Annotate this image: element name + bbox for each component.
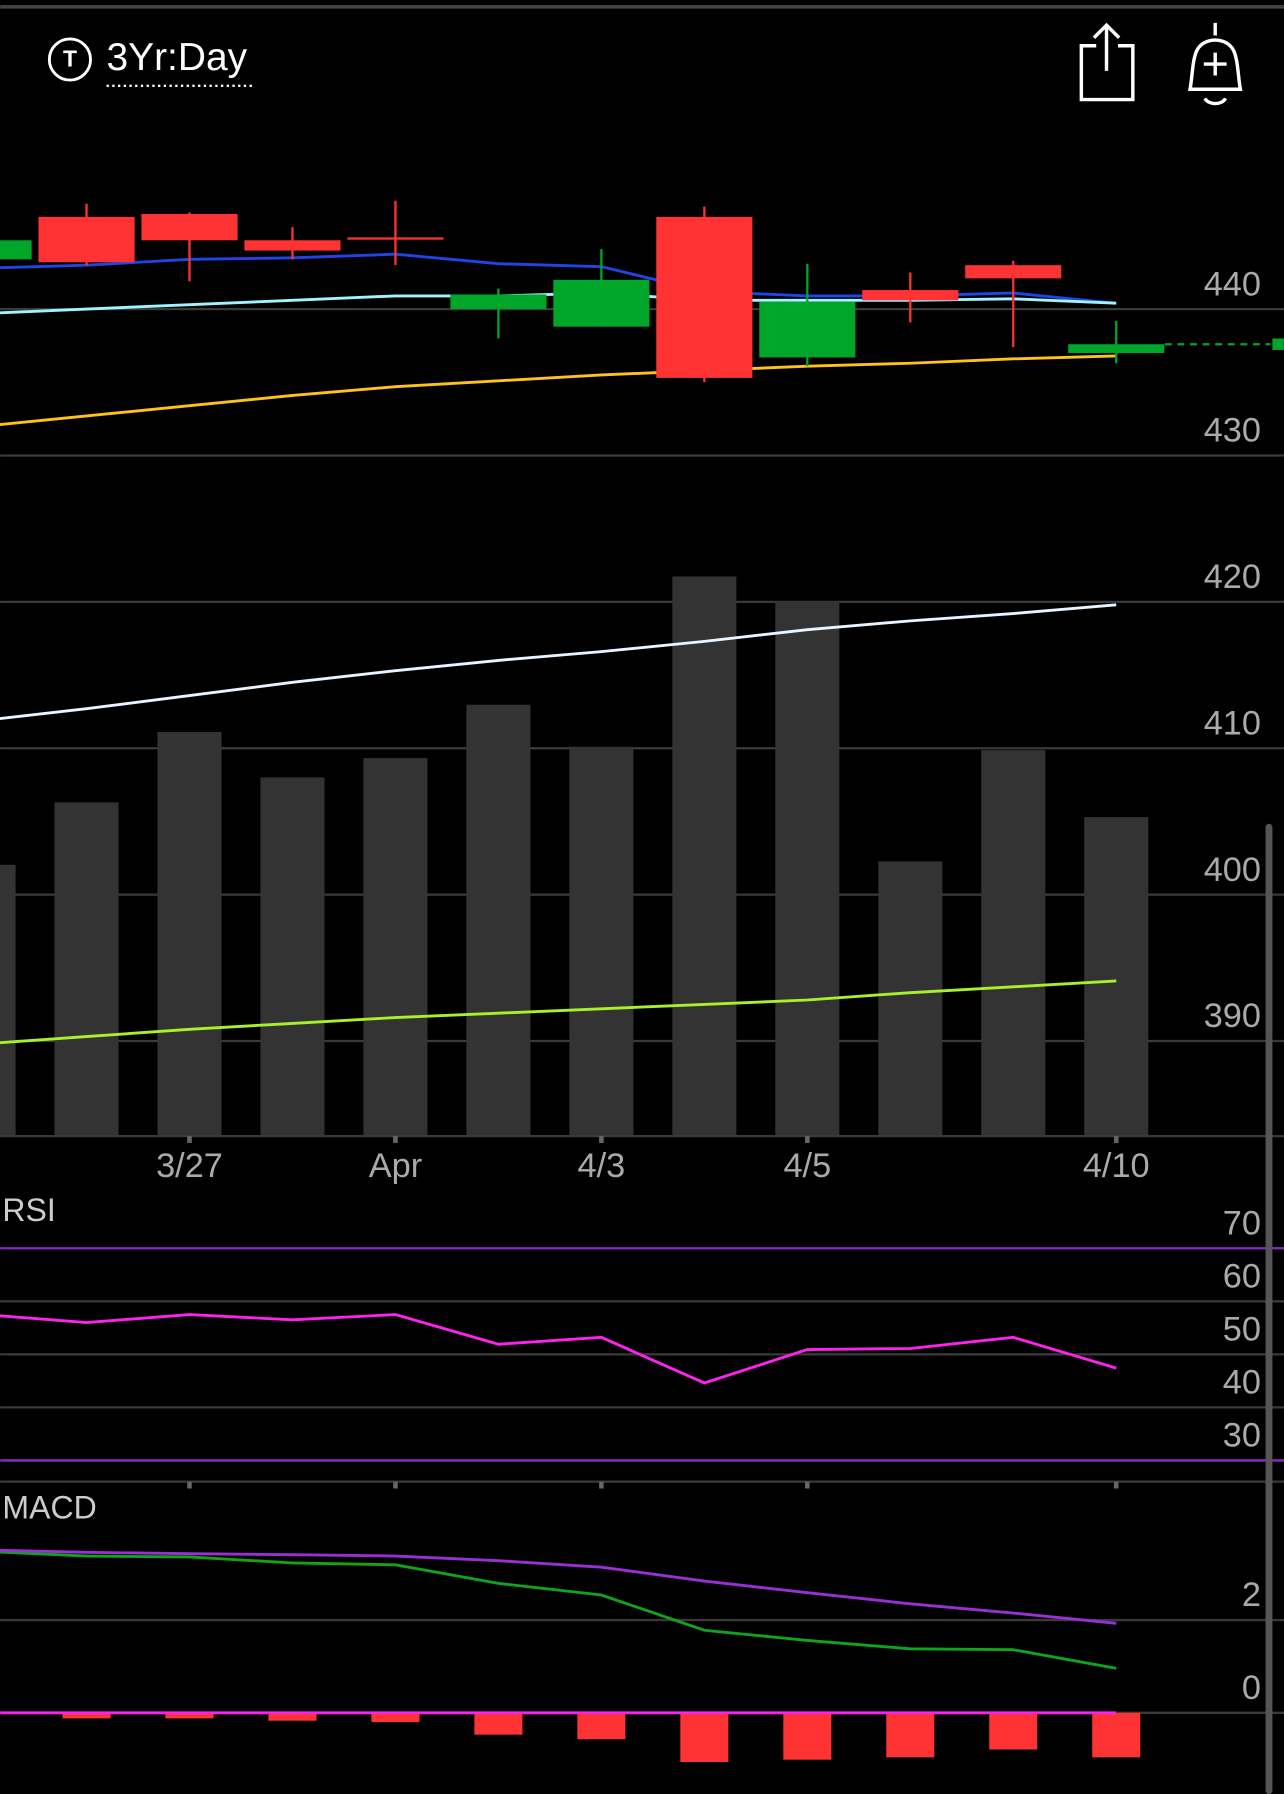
candle-body — [1068, 344, 1165, 354]
panel-title: MACD — [2, 1490, 96, 1526]
volume-bar — [363, 758, 428, 1137]
candle-body — [862, 290, 959, 301]
histogram-bar — [989, 1712, 1038, 1750]
panel-title: RSI — [2, 1192, 55, 1228]
histogram-bar — [371, 1712, 420, 1723]
y-tick-label: 410 — [1204, 704, 1261, 742]
volume-bar — [1084, 817, 1149, 1137]
volume-bar — [0, 864, 16, 1137]
y-tick-label: 70 — [1223, 1204, 1261, 1242]
symbol-letter: T — [63, 46, 77, 72]
histogram-bar — [680, 1712, 729, 1762]
candle-body — [244, 240, 341, 251]
y-tick-label: 440 — [1204, 265, 1261, 303]
volume-bar — [775, 601, 840, 1137]
y-tick-label: 40 — [1223, 1364, 1261, 1402]
histogram-bar — [886, 1712, 935, 1758]
candle-body — [38, 216, 135, 263]
share-button[interactable] — [1079, 22, 1135, 102]
x-tick-label: 4/10 — [1083, 1147, 1150, 1185]
histogram-bar — [165, 1712, 214, 1719]
y-tick-label: 400 — [1204, 851, 1261, 889]
indicator-line — [0, 603, 1117, 720]
y-tick-label: 60 — [1223, 1257, 1261, 1295]
period-label: 3Yr:Day — [107, 36, 248, 79]
volume-bar — [260, 777, 325, 1137]
symbol-selector[interactable]: T — [47, 37, 92, 82]
volume-bar — [157, 731, 222, 1137]
volume-bar — [466, 704, 531, 1137]
histogram-bar — [1092, 1712, 1141, 1758]
y-tick-label: 2 — [1242, 1576, 1261, 1614]
volume-bar — [878, 861, 943, 1137]
y-tick-label: 420 — [1204, 558, 1261, 596]
x-tick-label: 3/27 — [156, 1147, 223, 1185]
share-arrow — [1092, 22, 1121, 71]
period-selector[interactable]: 3Yr:Day — [106, 36, 256, 87]
y-tick-label: 50 — [1223, 1311, 1261, 1349]
candle-body — [347, 237, 444, 240]
candle-body — [656, 216, 753, 378]
candle-body — [450, 294, 547, 310]
candle-body — [141, 213, 238, 241]
y-tick-label: 430 — [1204, 412, 1261, 450]
scrollbar[interactable] — [1265, 823, 1273, 1794]
volume-bar — [569, 746, 634, 1137]
indicator-line — [0, 1313, 1117, 1385]
indicator-line — [0, 354, 1117, 426]
candle-body — [553, 279, 650, 327]
histogram-bar — [268, 1712, 317, 1721]
candle-body — [0, 240, 32, 260]
symbol-icon — [47, 37, 92, 82]
alert-button[interactable] — [1187, 22, 1243, 106]
bell-body — [1187, 38, 1243, 91]
x-tick-label: 4/3 — [578, 1147, 626, 1185]
indicator-line — [0, 1550, 1117, 1670]
y-tick-label: 30 — [1223, 1417, 1261, 1455]
x-tick-label: Apr — [369, 1147, 422, 1185]
bell-detail — [1203, 22, 1228, 106]
histogram-bar — [474, 1712, 523, 1735]
volume-bar — [672, 576, 737, 1137]
last-price-marker — [1272, 338, 1284, 350]
histogram-bar — [62, 1712, 111, 1719]
volume-bar — [54, 802, 119, 1137]
y-tick-label: 0 — [1242, 1669, 1261, 1707]
candle-body — [759, 301, 856, 358]
x-tick-label: 4/5 — [783, 1147, 831, 1185]
histogram-bar — [783, 1712, 832, 1760]
histogram-bar — [577, 1712, 626, 1740]
y-tick-label: 390 — [1204, 997, 1261, 1035]
share-box — [1079, 44, 1135, 102]
volume-bar — [981, 750, 1046, 1137]
indicator-line — [0, 979, 1117, 1045]
candle-body — [965, 265, 1062, 279]
indicator-line — [0, 1548, 1117, 1625]
